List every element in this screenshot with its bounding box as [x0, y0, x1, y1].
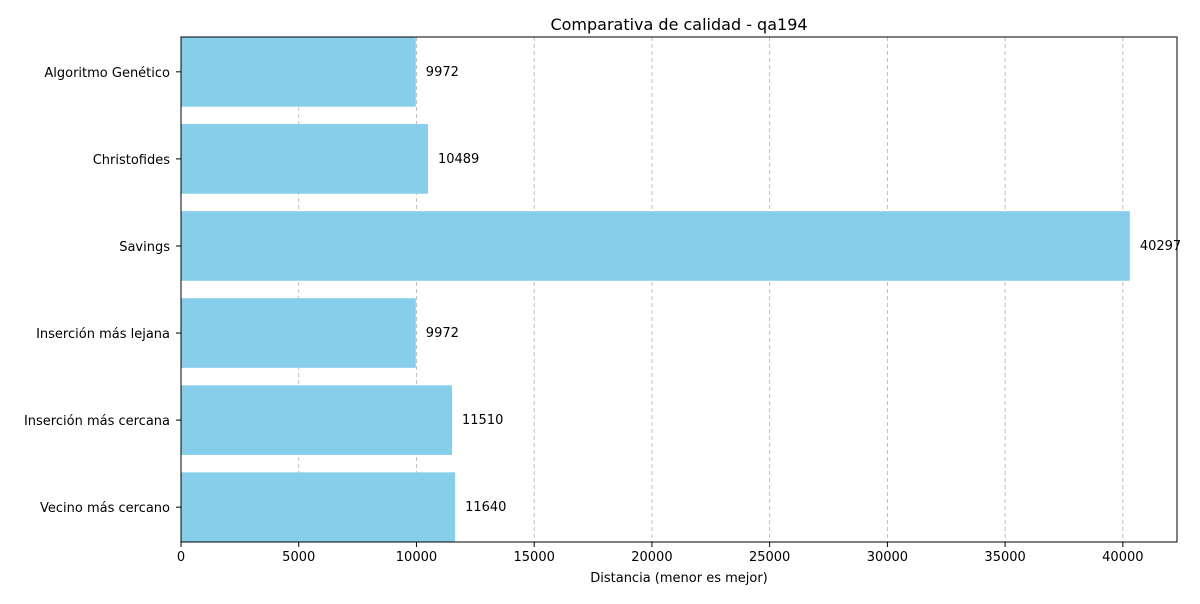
x-tick-label: 35000	[984, 550, 1025, 565]
y-axis-ticks: Vecino más cercano Inserción más cercana I…	[24, 66, 181, 516]
x-tick-label: 30000	[867, 550, 908, 565]
y-tick-label: Inserción más cercana	[24, 414, 170, 429]
bars	[181, 37, 1130, 542]
data-label: 11640	[465, 500, 506, 515]
y-tick-label: Algoritmo Genético	[44, 66, 170, 81]
x-axis-label: Distancia (menor es mejor)	[590, 571, 768, 586]
gridlines	[180, 37, 1124, 542]
data-label: 11510	[462, 413, 503, 428]
x-tick-label: 20000	[631, 550, 672, 565]
x-tick-label: 5000	[282, 550, 315, 565]
data-label: 40297	[1140, 239, 1181, 254]
x-tick-label: 10000	[396, 550, 437, 565]
x-tick-label: 15000	[514, 550, 555, 565]
bar	[181, 124, 428, 194]
data-labels: 11640 11510 9972 40297 10489 9972	[426, 65, 1181, 515]
x-tick-label: 25000	[749, 550, 790, 565]
x-tick-label: 0	[177, 550, 185, 565]
bar	[181, 385, 453, 455]
y-tick-label: Christofides	[93, 153, 171, 168]
data-label: 9972	[426, 326, 459, 341]
bar	[181, 472, 456, 542]
data-label: 9972	[426, 65, 459, 80]
data-label: 10489	[438, 152, 479, 167]
y-tick-label: Savings	[119, 240, 170, 255]
x-axis-ticks: 0 5000 10000 15000 20000 25000 30000 35000 40000	[177, 542, 1144, 565]
y-tick-label: Vecino más cercano	[40, 501, 170, 516]
bar	[181, 211, 1130, 281]
plot-frame	[180, 36, 1178, 543]
chart-title: Comparativa de calidad - qa194	[550, 15, 807, 34]
y-tick-label: Inserción más lejana	[36, 327, 170, 342]
bar	[181, 37, 416, 107]
bar	[181, 298, 416, 368]
x-tick-label: 40000	[1102, 550, 1143, 565]
